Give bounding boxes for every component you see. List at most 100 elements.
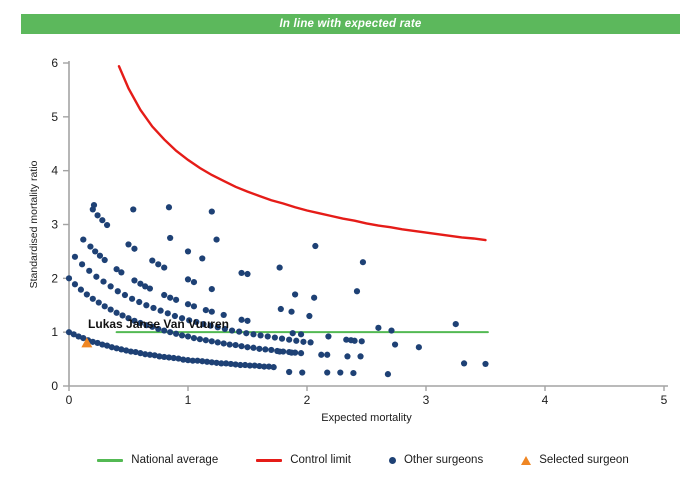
other-surgeon-point[interactable]: [103, 221, 111, 229]
other-surgeon-point[interactable]: [184, 301, 192, 308]
other-surgeon-point[interactable]: [213, 359, 220, 366]
other-surgeon-point[interactable]: [75, 333, 82, 340]
other-surgeon-point[interactable]: [276, 264, 283, 271]
other-surgeon-point[interactable]: [143, 322, 150, 329]
other-surgeon-point[interactable]: [128, 295, 136, 302]
other-surgeon-point[interactable]: [207, 322, 214, 329]
other-surgeon-point[interactable]: [83, 291, 90, 298]
other-surgeon-point[interactable]: [89, 338, 96, 345]
other-surgeon-point[interactable]: [107, 306, 114, 313]
other-surgeon-point[interactable]: [165, 354, 173, 361]
other-surgeon-point[interactable]: [214, 324, 221, 331]
other-surgeon-point[interactable]: [306, 312, 313, 320]
other-surgeon-point[interactable]: [80, 236, 87, 243]
other-surgeon-point[interactable]: [203, 358, 211, 365]
other-surgeon-point[interactable]: [384, 371, 392, 378]
other-surgeon-point[interactable]: [242, 361, 249, 369]
other-surgeon-point[interactable]: [77, 286, 84, 293]
other-surgeon-point[interactable]: [286, 336, 293, 343]
other-surgeon-point[interactable]: [131, 245, 138, 252]
other-surgeon-point[interactable]: [100, 278, 107, 285]
other-surgeon-point[interactable]: [257, 332, 264, 339]
other-surgeon-point[interactable]: [136, 298, 143, 306]
other-surgeon-point[interactable]: [250, 331, 257, 338]
other-surgeon-point[interactable]: [357, 353, 364, 360]
other-surgeon-point[interactable]: [208, 338, 215, 345]
other-surgeon-point[interactable]: [161, 353, 168, 361]
other-surgeon-point[interactable]: [121, 291, 129, 299]
other-surgeon-point[interactable]: [276, 348, 283, 355]
other-surgeon-point[interactable]: [113, 309, 120, 316]
other-surgeon-point[interactable]: [149, 257, 156, 264]
other-surgeon-point[interactable]: [244, 270, 251, 278]
other-surgeon-point[interactable]: [119, 312, 126, 319]
other-surgeon-point[interactable]: [220, 340, 227, 347]
other-surgeon-point[interactable]: [337, 369, 344, 376]
other-surgeon-point[interactable]: [184, 333, 192, 340]
other-surgeon-point[interactable]: [299, 369, 306, 376]
other-surgeon-point[interactable]: [351, 337, 358, 344]
other-surgeon-point[interactable]: [196, 336, 203, 343]
other-surgeon-point[interactable]: [227, 360, 234, 368]
other-surgeon-point[interactable]: [101, 303, 108, 310]
other-surgeon-point[interactable]: [300, 338, 307, 345]
other-surgeon-point[interactable]: [244, 344, 251, 351]
other-surgeon-point[interactable]: [343, 336, 350, 343]
other-surgeon-point[interactable]: [80, 334, 87, 342]
other-surgeon-point[interactable]: [452, 320, 459, 328]
other-surgeon-point[interactable]: [71, 253, 79, 260]
other-surgeon-point[interactable]: [232, 361, 239, 368]
other-surgeon-point[interactable]: [171, 312, 179, 320]
other-surgeon-point[interactable]: [293, 337, 300, 344]
other-surgeon-point[interactable]: [221, 325, 228, 333]
other-surgeon-point[interactable]: [238, 343, 245, 350]
other-surgeon-point[interactable]: [143, 302, 150, 309]
other-surgeon-point[interactable]: [243, 330, 250, 337]
other-surgeon-point[interactable]: [167, 294, 174, 301]
other-surgeon-point[interactable]: [289, 330, 296, 337]
other-surgeon-point[interactable]: [350, 369, 357, 377]
other-surgeon-point[interactable]: [107, 283, 114, 290]
other-surgeon-point[interactable]: [460, 360, 468, 367]
other-surgeon-point[interactable]: [202, 337, 209, 344]
other-surgeon-point[interactable]: [161, 264, 168, 271]
other-surgeon-point[interactable]: [270, 364, 277, 371]
other-surgeon-point[interactable]: [194, 357, 201, 364]
other-surgeon-point[interactable]: [155, 325, 162, 333]
other-surgeon-point[interactable]: [65, 329, 73, 336]
other-surgeon-point[interactable]: [200, 320, 207, 328]
other-surgeon-point[interactable]: [288, 349, 295, 356]
other-surgeon-point[interactable]: [150, 304, 157, 312]
other-surgeon-point[interactable]: [286, 368, 293, 376]
other-surgeon-point[interactable]: [178, 315, 186, 322]
other-surgeon-point[interactable]: [186, 317, 193, 324]
other-surgeon-point[interactable]: [108, 344, 115, 351]
other-surgeon-point[interactable]: [170, 354, 177, 362]
other-surgeon-point[interactable]: [173, 296, 180, 303]
other-surgeon-point[interactable]: [250, 344, 257, 351]
other-surgeon-point[interactable]: [271, 334, 278, 341]
other-surgeon-point[interactable]: [175, 355, 182, 362]
other-surgeon-point[interactable]: [208, 208, 215, 215]
other-surgeon-point[interactable]: [86, 267, 93, 274]
other-surgeon-point[interactable]: [288, 308, 295, 315]
other-surgeon-point[interactable]: [199, 255, 206, 262]
other-surgeon-point[interactable]: [244, 317, 251, 324]
other-surgeon-point[interactable]: [214, 339, 221, 346]
other-surgeon-point[interactable]: [265, 363, 273, 370]
other-surgeon-point[interactable]: [101, 256, 108, 264]
other-surgeon-point[interactable]: [199, 358, 206, 365]
other-surgeon-point[interactable]: [264, 333, 271, 340]
other-surgeon-point[interactable]: [113, 266, 120, 273]
other-surgeon-point[interactable]: [268, 346, 275, 354]
other-surgeon-point[interactable]: [164, 310, 171, 317]
other-surgeon-point[interactable]: [78, 261, 86, 268]
other-surgeon-point[interactable]: [325, 333, 332, 340]
other-surgeon-point[interactable]: [236, 328, 243, 335]
other-surgeon-point[interactable]: [157, 307, 164, 314]
other-surgeon-point[interactable]: [92, 248, 99, 255]
other-surgeon-point[interactable]: [190, 279, 198, 286]
other-surgeon-point[interactable]: [220, 311, 227, 319]
other-surgeon-point[interactable]: [165, 204, 173, 211]
other-surgeon-point[interactable]: [251, 362, 258, 369]
